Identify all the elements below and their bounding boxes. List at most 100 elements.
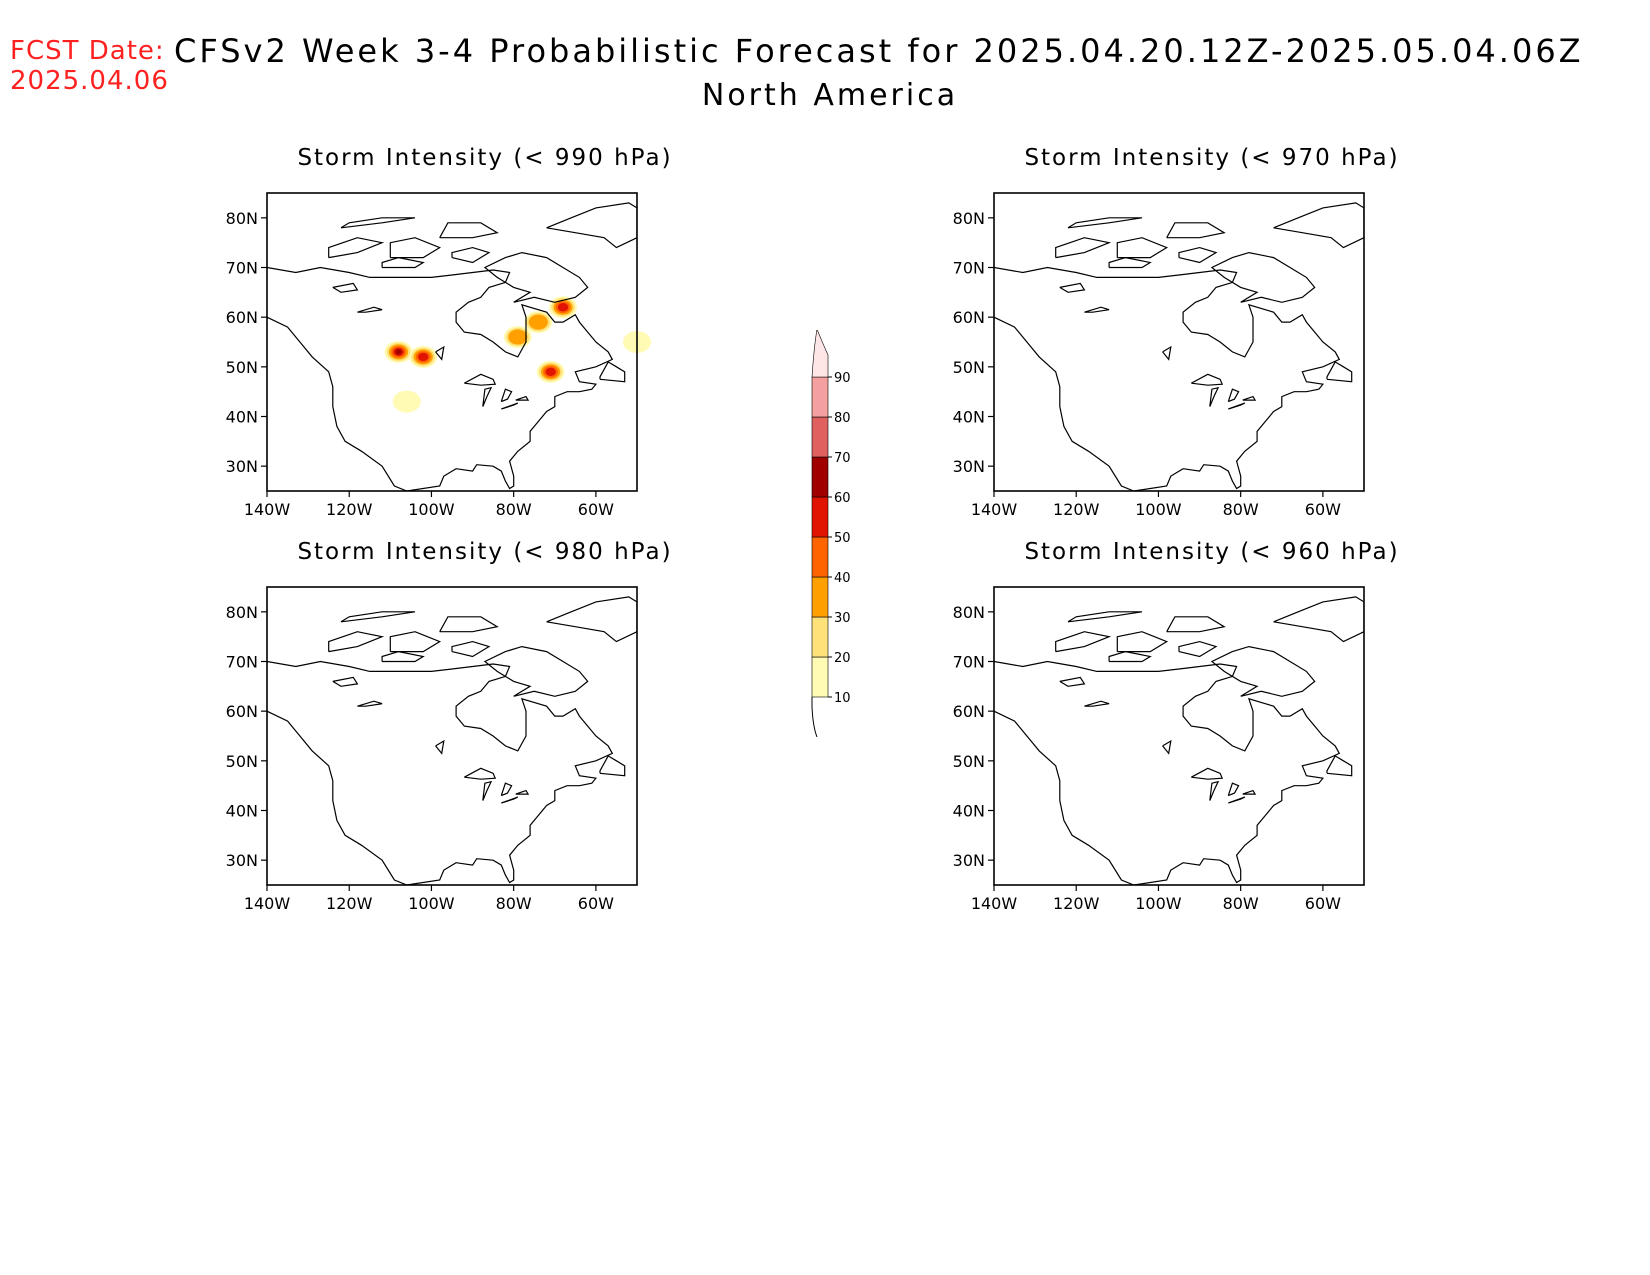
- lat-tick-label: 70N: [953, 653, 985, 672]
- coastline: [464, 767, 497, 780]
- lon-tick-label: 80W: [496, 500, 532, 519]
- coastline: [1242, 395, 1257, 401]
- coastline: [515, 789, 530, 795]
- coastline: [1178, 640, 1218, 658]
- coastline: [546, 202, 637, 249]
- colorbar-label: 90: [834, 371, 851, 386]
- lon-tick-label: 60W: [1305, 894, 1341, 913]
- colorbar-label: 20: [834, 651, 851, 666]
- coastlines: [994, 202, 1364, 491]
- lat-tick-label: 70N: [953, 259, 985, 278]
- coastline: [1227, 388, 1240, 403]
- coastlines: [994, 596, 1364, 885]
- lat-tick-label: 50N: [226, 358, 258, 377]
- coastline: [357, 306, 383, 313]
- panel-title: Storm Intensity (< 960 hPa): [1024, 539, 1400, 565]
- probability-blob: [508, 329, 528, 345]
- colorbar-label: 80: [834, 411, 851, 426]
- coastline: [482, 386, 493, 407]
- coastline: [1084, 700, 1110, 707]
- coastline: [439, 222, 499, 239]
- probability-blob: [418, 352, 429, 362]
- lon-tick-label: 120W: [326, 894, 373, 913]
- coastline: [1326, 361, 1353, 383]
- map-canvas: 80N 70N 60N 50N 40N 30N 140W 120W 100W 80W 60W: [226, 192, 651, 519]
- coastline: [501, 796, 519, 804]
- coastline: [1166, 222, 1226, 239]
- forecast-date-value: 2025.04.06: [10, 66, 169, 96]
- coastline: [500, 388, 513, 403]
- map-frame: [266, 192, 638, 492]
- probability-blob: [392, 390, 421, 413]
- colorbar-swatch: [811, 496, 829, 538]
- colorbar-label: 10: [834, 691, 851, 706]
- coastline: [1108, 650, 1152, 663]
- coastline: [332, 282, 359, 293]
- probability-blob: [528, 314, 548, 330]
- coastline: [1209, 780, 1220, 801]
- coastline: [1191, 373, 1224, 386]
- probability-shading: [384, 296, 651, 413]
- lat-tick-label: 80N: [953, 603, 985, 622]
- coastline: [483, 251, 589, 303]
- coastlines: [267, 202, 637, 491]
- colorbar-label: 60: [834, 491, 851, 506]
- coastline: [1273, 202, 1364, 249]
- page-title: CFSv2 Week 3-4 Probabilistic Forecast fo…: [174, 32, 1584, 70]
- colorbar-swatch: [811, 616, 829, 658]
- map-panel-960: Storm Intensity (< 960 hPa) 80N 70N 60N 50N…: [932, 539, 1492, 929]
- colorbar-label: 30: [834, 611, 851, 626]
- lon-tick-label: 120W: [1053, 500, 1100, 519]
- coastline: [340, 217, 416, 229]
- coastline: [267, 660, 614, 885]
- coastline: [515, 395, 530, 401]
- map-panel-990: Storm Intensity (< 990 hPa) 80N 70N 60N 50N…: [205, 145, 765, 535]
- coastline: [1273, 596, 1364, 643]
- coastline: [599, 755, 626, 777]
- coastline: [332, 676, 359, 687]
- coastline: [1209, 386, 1220, 407]
- coastline: [439, 616, 499, 633]
- coastline: [340, 611, 416, 623]
- coastline: [328, 631, 385, 653]
- coastline: [1210, 645, 1316, 697]
- coastline: [1055, 631, 1112, 653]
- lon-tick-label: 120W: [1053, 894, 1100, 913]
- map-frame: [993, 586, 1365, 886]
- probability-blob: [545, 367, 556, 376]
- coastline: [1166, 616, 1226, 633]
- lat-tick-label: 40N: [226, 408, 258, 427]
- lon-tick-label: 60W: [1305, 500, 1341, 519]
- lat-tick-label: 80N: [226, 603, 258, 622]
- forecast-date: FCST Date: 2025.04.06: [10, 36, 169, 96]
- panel-title: Storm Intensity (< 980 hPa): [297, 539, 673, 565]
- lat-tick-label: 60N: [226, 308, 258, 327]
- lat-tick-label: 50N: [226, 752, 258, 771]
- coastline: [1162, 345, 1172, 361]
- colorbar-label: 70: [834, 451, 851, 466]
- coastline: [1067, 217, 1143, 229]
- coastline: [1162, 739, 1172, 755]
- lat-tick-label: 60N: [953, 702, 985, 721]
- lon-tick-label: 140W: [971, 894, 1018, 913]
- coastline: [1116, 237, 1169, 259]
- probability-blob: [395, 349, 402, 355]
- colorbar-swatch: [811, 576, 829, 618]
- probability-blob: [557, 303, 569, 312]
- lat-tick-label: 70N: [226, 653, 258, 672]
- panel-title: Storm Intensity (< 970 hPa): [1024, 145, 1400, 171]
- colorbar-swatch: [811, 536, 829, 578]
- lat-tick-label: 60N: [226, 702, 258, 721]
- lon-tick-label: 100W: [408, 894, 455, 913]
- lon-tick-label: 80W: [496, 894, 532, 913]
- colorbar-bottom-arrow: [811, 697, 818, 738]
- coastline: [389, 237, 442, 259]
- colorbar-label: 40: [834, 571, 851, 586]
- map-frame: [266, 586, 638, 886]
- map-frame: [993, 192, 1365, 492]
- coastline: [381, 650, 425, 663]
- lat-tick-label: 40N: [953, 802, 985, 821]
- coastline: [1067, 611, 1143, 623]
- colorbar-label: 50: [834, 531, 851, 546]
- map-canvas: 80N 70N 60N 50N 40N 30N 140W 120W 100W 80W 60W: [953, 192, 1365, 519]
